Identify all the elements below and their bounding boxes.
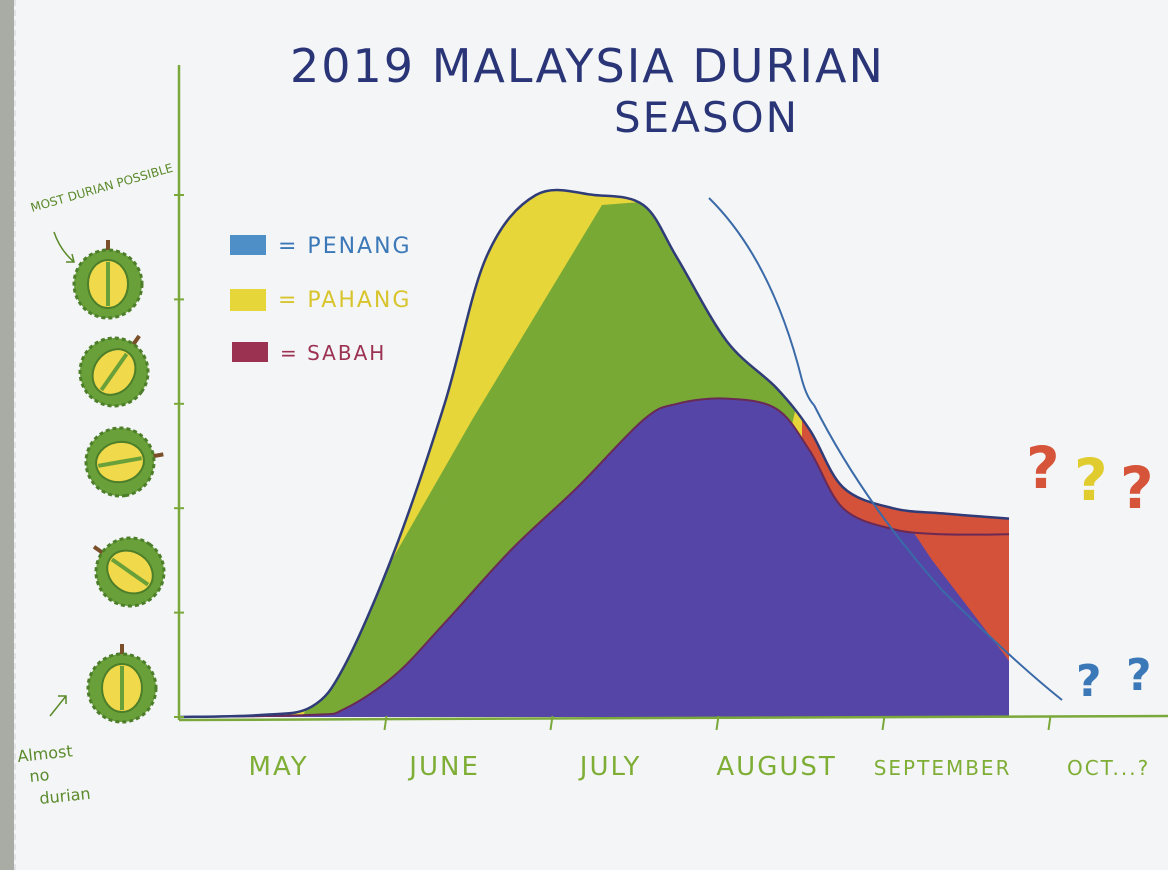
durian-seam	[97, 456, 143, 468]
question-mark-blue-1: ?	[1076, 656, 1102, 707]
paper: 2019 MALAYSIA DURIAN SEASON MAY JUNE JULY A…	[14, 0, 1168, 870]
legend-label-sabah: = SABAH	[280, 341, 386, 365]
y-bottom-arrow	[49, 695, 67, 717]
x-tick-label: AUGUST	[716, 752, 836, 782]
area-fills	[179, 189, 1009, 717]
y-top-label: MOST DURIAN POSSIBLE	[29, 161, 175, 215]
line-sabah	[178, 397, 1010, 718]
legend-swatch-sabah	[232, 342, 268, 362]
y-bottom-annotation: Almost no durian	[16, 695, 91, 808]
durian-icon	[72, 240, 144, 320]
x-tick-label: JUNE	[407, 752, 480, 782]
y-ticks	[174, 194, 184, 718]
line-sabah-boundary	[813, 404, 1063, 701]
legend-label-pahang: = PAHANG	[278, 288, 411, 313]
x-tick-label: OCT...?	[1067, 756, 1150, 780]
y-top-arrow	[53, 231, 75, 263]
durian-icon	[78, 334, 150, 408]
x-axis	[178, 714, 1168, 722]
x-tick	[881, 715, 886, 731]
legend-label-penang: = PENANG	[278, 234, 412, 259]
x-tick-label: SEPTEMBER	[874, 756, 1012, 780]
line-penang-boundary	[708, 197, 815, 406]
x-tick	[1047, 715, 1052, 731]
x-tick-label: JULY	[578, 752, 642, 782]
y-top-arrowhead	[66, 253, 75, 263]
y-bottom-arrowhead	[58, 695, 67, 704]
question-marks: ? ? ? ? ?	[1026, 434, 1154, 707]
legend-swatch-pahang	[230, 289, 266, 311]
question-mark-yellow: ?	[1074, 446, 1108, 514]
y-top-annotation: MOST DURIAN POSSIBLE	[29, 161, 175, 263]
x-tick	[715, 715, 720, 731]
x-tick-label: MAY	[249, 752, 309, 782]
question-mark-red: ?	[1026, 434, 1060, 502]
chart-title-line1: 2019 MALAYSIA DURIAN	[290, 39, 885, 93]
y-bottom-label-1: Almost	[16, 741, 73, 766]
durian-icons	[72, 240, 166, 724]
area-sabah	[179, 398, 1009, 717]
durian-seam	[99, 352, 129, 392]
question-mark-blue-2: ?	[1126, 650, 1152, 701]
question-mark-orange: ?	[1120, 454, 1154, 522]
area-penang-green-edge	[302, 205, 642, 717]
areas-group	[178, 188, 1063, 719]
chart-title-line2: SEASON	[614, 93, 799, 142]
line-total	[178, 188, 1010, 719]
durian-icon	[92, 536, 166, 608]
y-bottom-label-2: no	[28, 765, 50, 786]
durian-seam	[110, 557, 150, 587]
x-ticks: MAY JUNE JULY AUGUST SEPTEMBER OCT...?	[249, 715, 1150, 782]
legend: = PENANG = PAHANG = SABAH	[230, 234, 412, 365]
durian-season-chart: 2019 MALAYSIA DURIAN SEASON MAY JUNE JULY A…	[16, 39, 1168, 808]
x-tick	[383, 715, 388, 731]
durian-icon	[84, 426, 164, 498]
durian-icon	[86, 644, 158, 724]
x-tick	[549, 715, 554, 731]
legend-swatch-penang	[230, 235, 266, 255]
y-bottom-label-3: durian	[38, 784, 91, 808]
